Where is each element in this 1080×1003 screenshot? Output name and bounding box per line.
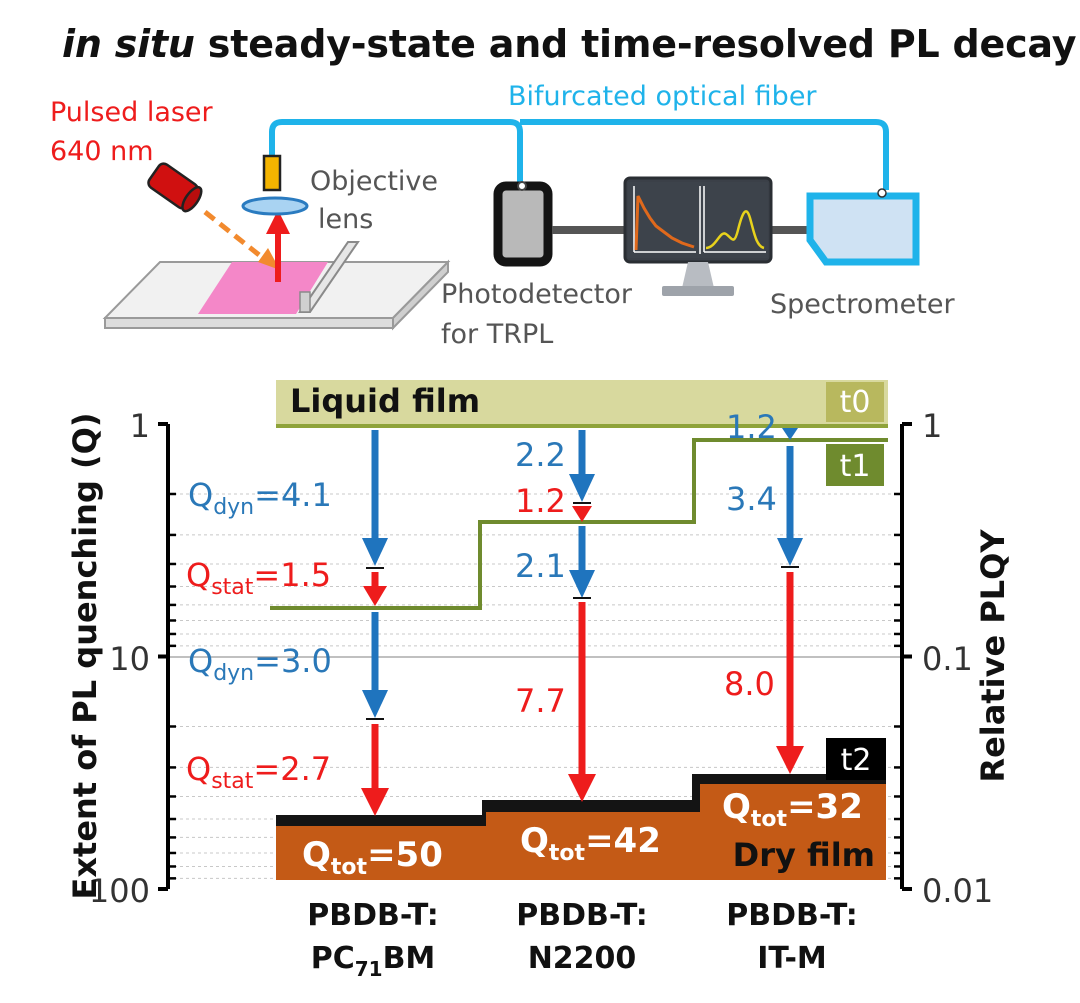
left-tick-1: 1 — [130, 407, 150, 445]
laser-icon — [147, 162, 203, 213]
laser-beam — [203, 210, 270, 264]
sample1-line1: PBDB-T: — [307, 898, 438, 933]
detector-label-line2: for TRPL — [441, 319, 553, 350]
col2-d: 7.7 — [515, 682, 566, 720]
optical-fiber — [269, 119, 889, 190]
t2-label: t2 — [841, 743, 872, 778]
t0-label: t0 — [840, 385, 871, 420]
spectrometer-icon — [806, 188, 920, 266]
col3-qtot: Qtot=32 — [722, 787, 863, 832]
t1-label: t1 — [840, 449, 871, 484]
liquid-film-band — [276, 380, 888, 424]
liquid-film-label: Liquid film — [290, 382, 480, 420]
quenching-chart: 1 10 100 1 0.1 0.01 Extent of PL quenchi… — [66, 380, 1012, 981]
sample1-line2: PC71BM — [311, 941, 436, 981]
spectrometer-label: Spectrometer — [770, 289, 955, 320]
col3-b: 3.4 — [726, 480, 777, 518]
t2-badge — [826, 738, 886, 780]
col2-a: 2.2 — [515, 436, 566, 474]
axis-ticks — [158, 422, 912, 891]
t1-line — [270, 438, 888, 610]
sample-labels: PBDB-T: PC71BM PBDB-T: N2200 PBDB-T: IT-… — [307, 898, 857, 981]
monitor-icon — [623, 176, 773, 296]
left-tick-100: 100 — [89, 872, 150, 910]
col1-qtot: Qtot=50 — [302, 835, 443, 880]
laser-label-line2: 640 nm — [50, 136, 154, 167]
title-italic: in situ — [62, 22, 195, 66]
right-axis-label: Relative PLQY — [974, 529, 1012, 783]
col3-arrows — [776, 428, 804, 774]
col1-arrows — [361, 430, 389, 816]
left-axis-label: Extent of PL quenching (Q) — [66, 413, 104, 900]
col2-arrows — [568, 430, 596, 802]
fiber-label: Bifurcated optical fiber — [508, 81, 817, 112]
right-tick-0.01: 0.01 — [922, 872, 993, 910]
emission-arrow-head — [266, 210, 290, 234]
objective-label-line2: lens — [318, 204, 373, 235]
col1-qstat2: Qstat=2.7 — [186, 750, 331, 794]
substrate — [102, 241, 451, 331]
sample3-line2: IT-M — [757, 941, 827, 976]
objective-label-line1: Objective — [310, 166, 438, 197]
sample3-line1: PBDB-T: — [726, 898, 857, 933]
right-tick-0.1: 0.1 — [922, 640, 973, 678]
col2-b: 1.2 — [515, 482, 566, 520]
pl-spectrum-icon — [703, 186, 766, 253]
col2-qtot: Qtot=42 — [520, 821, 661, 866]
trpl-decay-icon — [633, 186, 696, 253]
col1-qdyn2: Qdyn=3.0 — [188, 642, 332, 686]
t1-badge — [826, 444, 884, 486]
sample2-line1: PBDB-T: — [516, 898, 647, 933]
col2-c: 2.1 — [515, 547, 566, 585]
setup-schematic: Bifurcated optical fiber Pulsed laser 64… — [50, 81, 955, 350]
photodetector-icon — [493, 181, 553, 267]
col3-c: 8.0 — [724, 665, 775, 703]
detector-label-line1: Photodetector — [441, 279, 633, 310]
sample2-line2: N2200 — [528, 941, 637, 976]
col3-a: 1.2 — [726, 408, 777, 446]
laser-beam-head — [258, 248, 280, 270]
laser-label-line1: Pulsed laser — [50, 97, 214, 128]
sample-film — [198, 262, 328, 314]
col1-qstat1: Qstat=1.5 — [186, 556, 331, 600]
objective-lens-icon — [241, 154, 309, 216]
title-rest: steady-state and time-resolved PL decay — [194, 22, 1077, 66]
right-tick-1: 1 — [922, 407, 942, 445]
dry-film-label: Dry film — [733, 836, 875, 874]
dry-film-band — [276, 774, 886, 880]
figure-title: in situ steady-state and time-resolved P… — [62, 22, 1076, 66]
t0-badge — [826, 382, 884, 422]
col1-qdyn1: Qdyn=4.1 — [188, 476, 332, 520]
left-tick-10: 10 — [109, 640, 150, 678]
